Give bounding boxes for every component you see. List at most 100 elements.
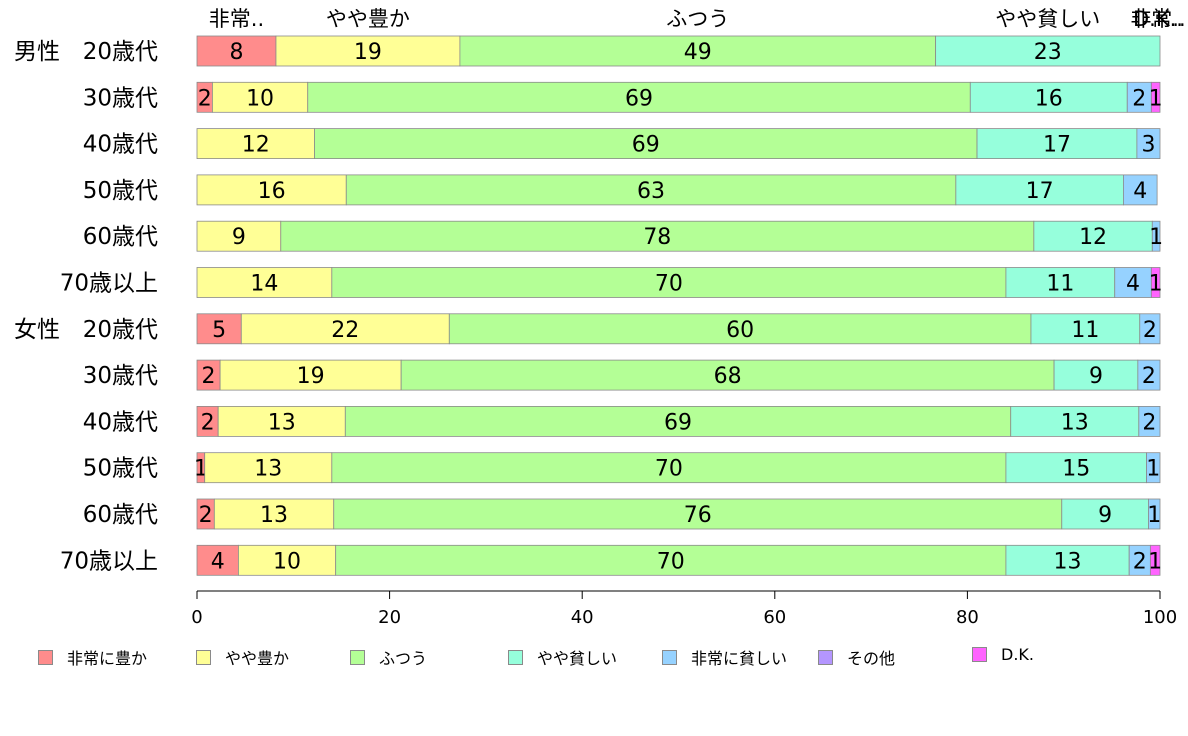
category-label: 40歳代 [83,409,158,435]
data-label: 2 [1142,410,1156,435]
bar-segment [196,174,347,206]
segment-header: D.K.. [1133,7,1183,31]
bar-segment [196,267,333,298]
bar-segment [219,359,402,391]
bar-segment [280,220,1035,252]
data-label: 2 [1132,86,1146,111]
category-label: 20歳代 [83,317,158,343]
data-label: 69 [664,410,692,435]
data-label: 8 [229,40,243,65]
bar-segment [1149,544,1161,576]
legend-label: D.K. [1001,645,1034,664]
data-label: 12 [1079,225,1107,250]
bar-segment [204,452,333,484]
bar-segment [335,544,1007,576]
data-label: 12 [242,133,270,158]
data-label: 13 [254,457,282,482]
bar-segment [240,313,450,345]
bar-segment [275,35,461,67]
bar-segment [1138,405,1161,437]
bar-segment [1146,452,1161,484]
legend-item: その他 [818,645,895,669]
category-label: 70歳以上 [60,548,158,574]
x-tick-label: 80 [956,607,979,628]
data-label: 22 [331,318,359,343]
legend-swatch [662,649,677,665]
segment-header: ふつう [666,7,729,31]
bar-segment [1150,81,1161,113]
bar-segment [307,81,971,113]
legend-item: 非常に豊か [38,645,147,669]
data-label: 13 [268,410,296,435]
legend-label: やや豊か [225,649,290,668]
data-label: 2 [198,86,212,111]
legend-item: ふつう [350,645,427,669]
bar-segment [955,174,1124,206]
bar-segment [213,498,335,530]
data-label: 11 [1046,272,1074,297]
legend-label: その他 [847,649,896,668]
bar-segment [1053,359,1139,391]
data-label: 4 [1126,272,1140,297]
bar-segment [1139,313,1161,345]
category-label: 60歳代 [83,502,158,528]
data-label: 70 [655,457,683,482]
data-label: 16 [1035,86,1063,111]
segment-header: 非常.. [1130,7,1185,31]
data-label: 69 [632,133,660,158]
bar-segment [1061,498,1149,530]
category-label: 40歳代 [83,132,158,158]
legend-swatch [972,647,987,662]
bar-segment [212,81,309,113]
bar-segment [331,267,1007,298]
data-label: 1 [1147,503,1161,528]
legend-label: ふつう [379,649,428,668]
bar-segment [1030,313,1141,345]
bar-segment [1005,544,1130,576]
bar-segment [314,128,978,160]
legend-swatch [508,649,523,665]
segment-header: 非常.. [209,7,264,31]
bar-segment [1126,81,1152,113]
segment-header: やや豊か [326,7,410,31]
data-label: 13 [1061,410,1089,435]
x-tick-label: 60 [763,607,786,628]
bar-segment [1010,405,1140,437]
x-tick-label: 20 [378,607,401,628]
group-label: 男性 [14,39,60,65]
legend-item: やや豊か [196,645,289,669]
data-label: 15 [1062,457,1090,482]
bar-segment [1005,267,1116,298]
legend-swatch [818,649,833,665]
bar-segment [1137,359,1161,391]
legend-label: やや貧しい [537,649,618,668]
data-label: 2 [1133,549,1147,574]
x-tick-label: 100 [1143,607,1177,628]
data-label: 14 [250,272,278,297]
data-label: 63 [637,179,665,204]
legend-swatch [38,649,53,665]
category-label: 50歳代 [83,178,158,204]
bar-segment [1114,267,1152,298]
legend-swatch [350,649,365,665]
data-label: 70 [657,549,685,574]
data-label: 19 [354,40,382,65]
data-label: 9 [1089,364,1103,389]
data-label: 78 [643,225,671,250]
data-label: 2 [199,503,213,528]
bar-segment [935,35,1161,67]
bar-segment [196,35,277,67]
category-label: 30歳代 [83,363,158,389]
bar-segment [196,128,315,160]
legend-swatch [196,649,211,665]
bar-segment [1033,220,1153,252]
bar-segment [196,220,282,252]
bar-segment [345,174,957,206]
data-label: 69 [625,86,653,111]
bar-segment [448,313,1032,345]
legend-label: 非常に豊か [67,649,148,668]
group-label: 女性 [14,317,60,343]
bar-segment [969,81,1128,113]
legend-item: やや貧しい [508,645,617,669]
data-label: 10 [273,549,301,574]
